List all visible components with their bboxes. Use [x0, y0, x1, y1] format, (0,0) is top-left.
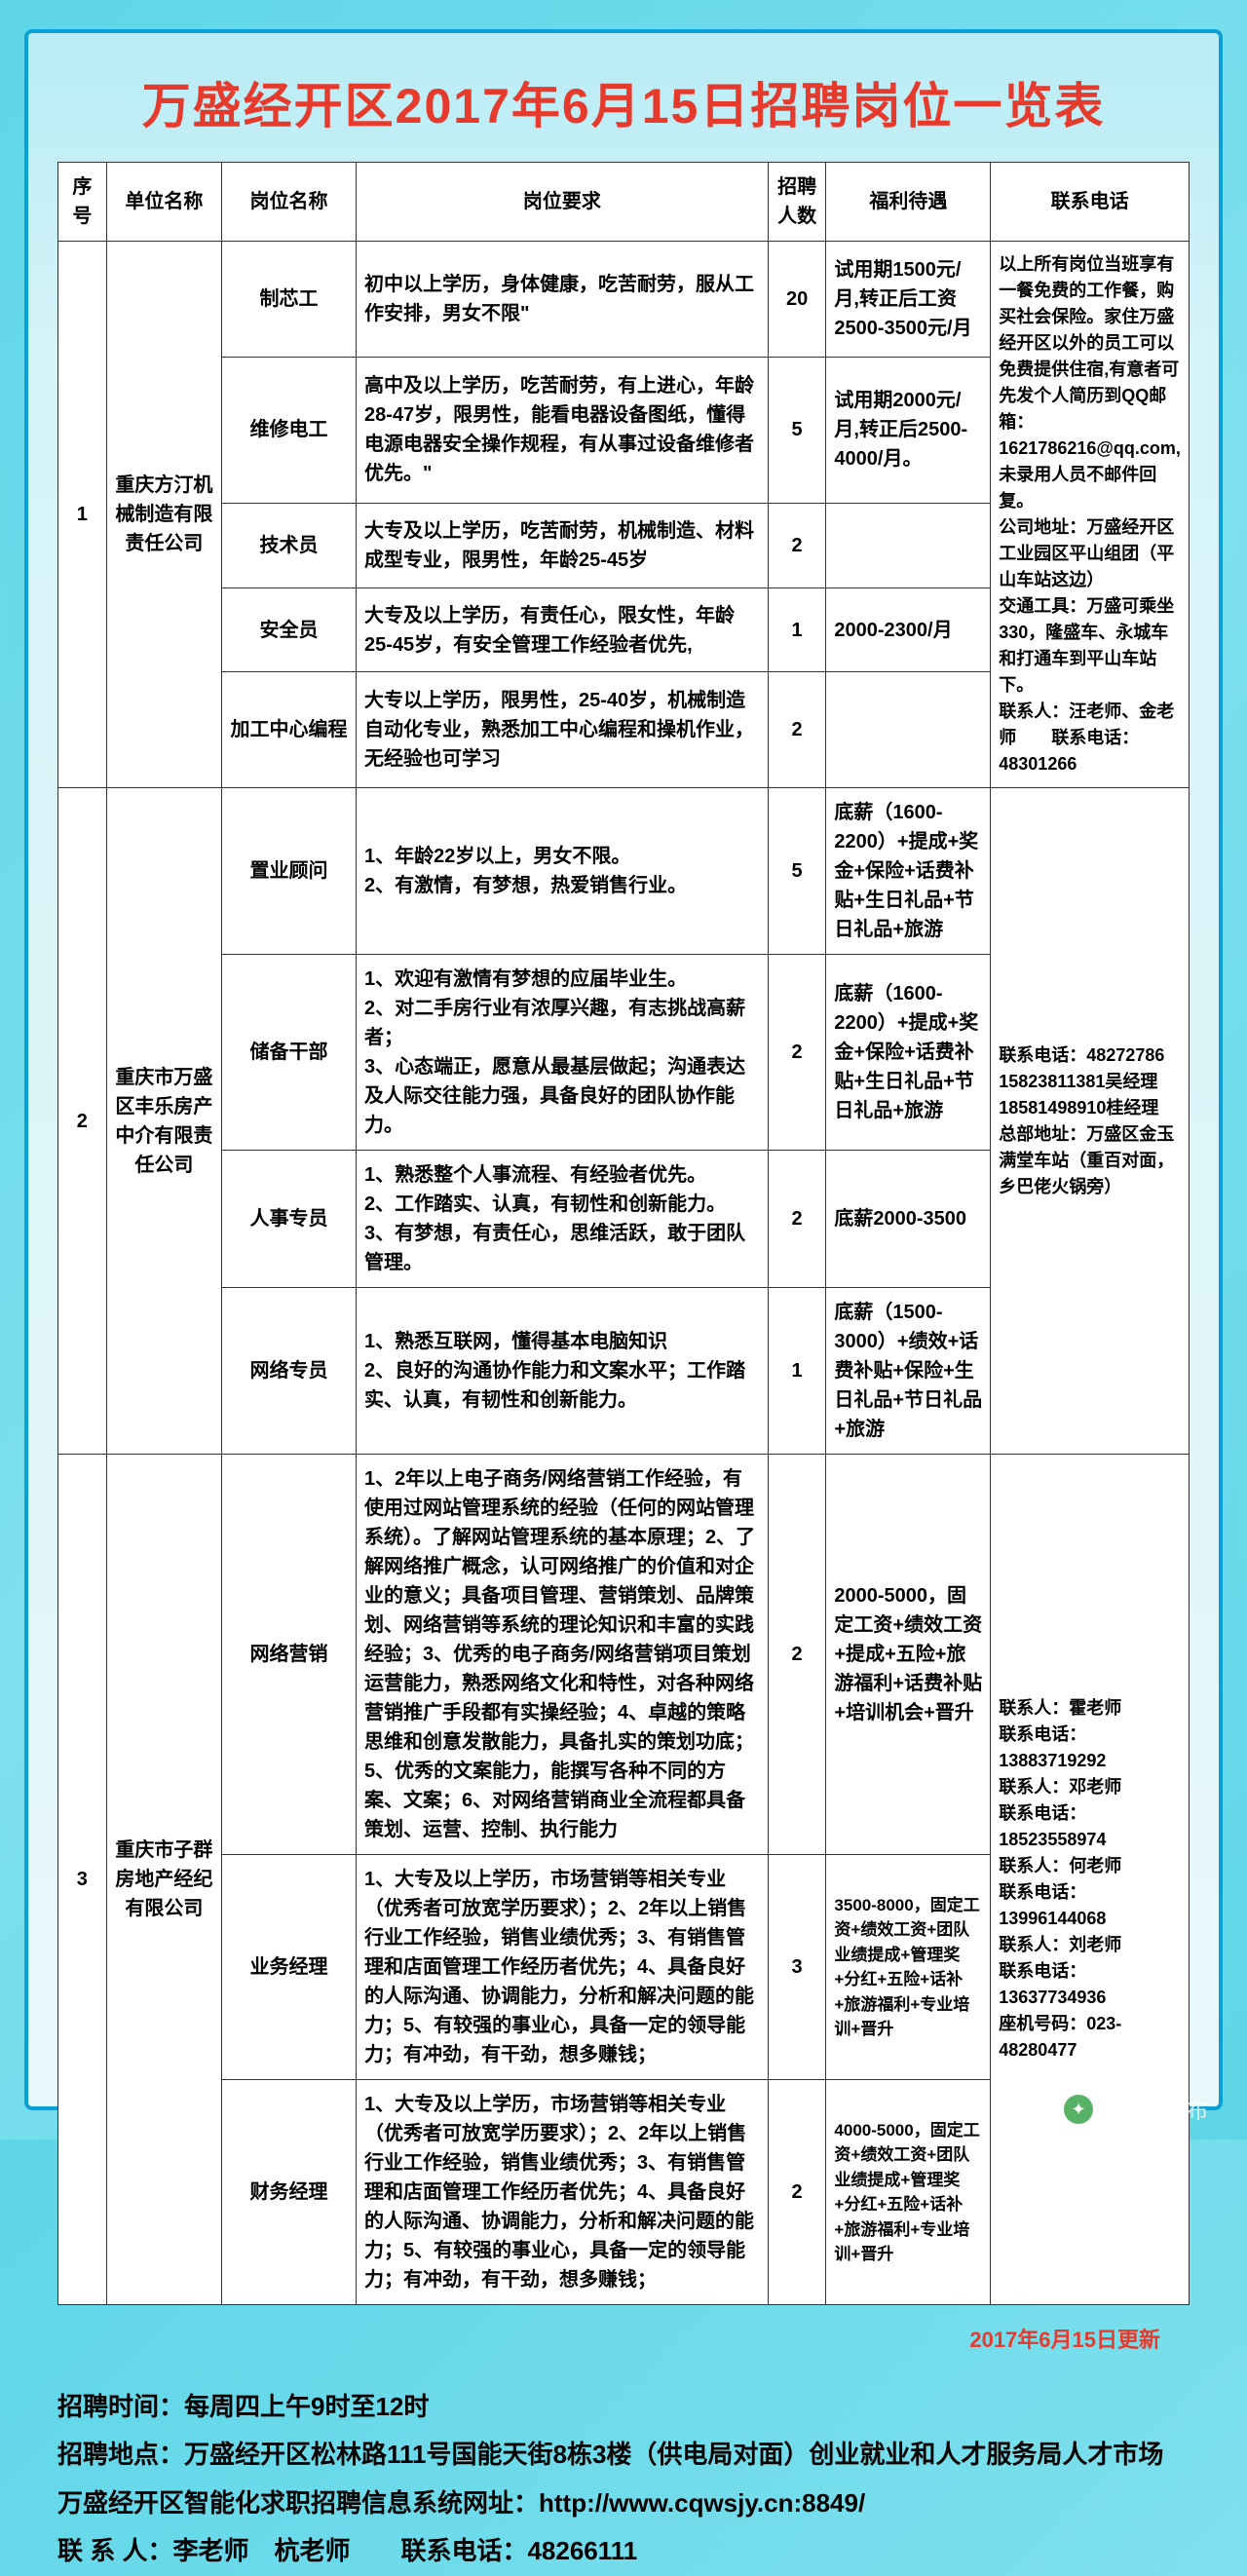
cell-seq: 2 [58, 788, 107, 1455]
cell-benefit: 试用期1500元/月,转正后工资2500-3500元/月 [826, 242, 991, 358]
th-seq: 序号 [58, 163, 107, 242]
cell-requirement: 1、年龄22岁以上，男女不限。 2、有激情，有梦想，热爱销售行业。 [357, 788, 769, 955]
cell-benefit: 底薪（1500-3000）+绩效+话费补贴+保险+生日礼品+节日礼品+旅游 [826, 1288, 991, 1455]
cell-count: 20 [768, 242, 826, 358]
cell-position: 财务经理 [222, 2080, 357, 2305]
update-note: 2017年6月15日更新 [57, 2323, 1160, 2354]
cell-contact: 以上所有岗位当班享有一餐免费的工作餐，购买社会保险。家住万盛经开区以外的员工可以… [991, 242, 1190, 788]
table-row: 1重庆方汀机械制造有限责任公司制芯工初中以上学历，身体健康，吃苦耐劳，服从工作安… [58, 242, 1190, 358]
cell-seq: 1 [58, 242, 107, 788]
cell-position: 业务经理 [222, 1855, 357, 2080]
footer-line: 招聘时间：每周四上午9时至12时 [57, 2383, 1190, 2431]
footer-block: 招聘时间：每周四上午9时至12时 招聘地点：万盛经开区松林路111号国能天街8栋… [57, 2383, 1190, 2576]
cell-benefit: 3500-8000，固定工资+绩效工资+团队业绩提成+管理奖+分红+五险+话补+… [826, 1855, 991, 2080]
cell-position: 人事专员 [222, 1151, 357, 1288]
cell-position: 网络营销 [222, 1455, 357, 1855]
th-benefit: 福利待遇 [826, 163, 991, 242]
poster-frame: 万盛经开区2017年6月15日招聘岗位一览表 序号 单位名称 岗位名称 岗位要求… [24, 29, 1223, 2110]
cell-requirement: 1、2年以上电子商务/网络营销工作经验，有使用过网站管理系统的经验（任何的网站管… [357, 1455, 769, 1855]
cell-company: 重庆市万盛区丰乐房产中介有限责任公司 [106, 788, 221, 1455]
cell-benefit: 试用期2000元/月,转正后2500-4000/月。 [826, 357, 991, 504]
cell-benefit [826, 504, 991, 588]
cell-count: 2 [768, 2080, 826, 2305]
table-row: 3重庆市子群房地产经纪有限公司网络营销1、2年以上电子商务/网络营销工作经验，有… [58, 1455, 1190, 1855]
table-body: 1重庆方汀机械制造有限责任公司制芯工初中以上学历，身体健康，吃苦耐劳，服从工作安… [58, 242, 1190, 2305]
cell-benefit: 4000-5000，固定工资+绩效工资+团队业绩提成+管理奖+分红+五险+话补+… [826, 2080, 991, 2305]
page-title: 万盛经开区2017年6月15日招聘岗位一览表 [57, 67, 1190, 137]
footer-line: 招聘地点：万盛经开区松林路111号国能天街8栋3楼（供电局对面）创业就业和人才服… [57, 2431, 1190, 2479]
th-contact: 联系电话 [991, 163, 1190, 242]
th-company: 单位名称 [106, 163, 221, 242]
header-row: 序号 单位名称 岗位名称 岗位要求 招聘人数 福利待遇 联系电话 [58, 163, 1190, 242]
cell-requirement: 1、大专及以上学历，市场营销等相关专业（优秀者可放宽学历要求）；2、2年以上销售… [357, 1855, 769, 2080]
footer-line: 联 系 人：李老师 杭老师 联系电话：48266111 [57, 2527, 1190, 2575]
cell-requirement: 大专及以上学历，吃苦耐劳，机械制造、材料成型专业，限男性，年龄25-45岁 [357, 504, 769, 588]
cell-position: 加工中心编程 [222, 672, 357, 788]
cell-benefit [826, 672, 991, 788]
cell-company: 重庆市子群房地产经纪有限公司 [106, 1455, 221, 2305]
table-row: 2重庆市万盛区丰乐房产中介有限责任公司置业顾问1、年龄22岁以上，男女不限。 2… [58, 788, 1190, 955]
th-requirement: 岗位要求 [357, 163, 769, 242]
cell-contact: 联系电话：48272786 15823811381吴经理 18581498910… [991, 788, 1190, 1455]
cell-count: 1 [768, 587, 826, 672]
cell-count: 2 [768, 955, 826, 1151]
cell-requirement: 初中以上学历，身体健康，吃苦耐劳，服从工作安排，男女不限" [357, 242, 769, 358]
cell-requirement: 1、熟悉整个人事流程、有经验者优先。 2、工作踏实、认真，有韧性和创新能力。 3… [357, 1151, 769, 1288]
cell-benefit: 底薪（1600-2200）+提成+奖金+保险+话费补贴+生日礼品+节日礼品+旅游 [826, 955, 991, 1151]
cell-benefit: 底薪2000-3500 [826, 1151, 991, 1288]
cell-requirement: 大专以上学历，限男性，25-40岁，机械制造自动化专业，熟悉加工中心编程和操机作… [357, 672, 769, 788]
cell-requirement: 高中及以上学历，吃苦耐劳，有上进心，年龄28-47岁，限男性，能看电器设备图纸，… [357, 357, 769, 504]
job-table: 序号 单位名称 岗位名称 岗位要求 招聘人数 福利待遇 联系电话 1重庆方汀机械… [57, 162, 1190, 2305]
cell-position: 技术员 [222, 504, 357, 588]
cell-count: 5 [768, 788, 826, 955]
cell-position: 制芯工 [222, 242, 357, 358]
cell-benefit: 2000-2300/月 [826, 587, 991, 672]
cell-count: 2 [768, 1151, 826, 1288]
footer-line: 万盛经开区智能化求职招聘信息系统网址：http://www.cqwsjy.cn:… [57, 2480, 1190, 2527]
cell-count: 2 [768, 504, 826, 588]
cell-requirement: 1、大专及以上学历，市场营销等相关专业（优秀者可放宽学历要求）；2、2年以上销售… [357, 2080, 769, 2305]
cell-company: 重庆方汀机械制造有限责任公司 [106, 242, 221, 788]
watermark: ✦ 万盛微发布 [1064, 2094, 1208, 2125]
cell-position: 安全员 [222, 587, 357, 672]
cell-benefit: 2000-5000，固定工资+绩效工资+提成+五险+旅游福利+话费补贴+培训机会… [826, 1455, 991, 1855]
th-count: 招聘人数 [768, 163, 826, 242]
cell-count: 2 [768, 672, 826, 788]
cell-count: 2 [768, 1455, 826, 1855]
wechat-icon: ✦ [1064, 2095, 1093, 2124]
cell-position: 置业顾问 [222, 788, 357, 955]
cell-seq: 3 [58, 1455, 107, 2305]
cell-requirement: 1、欢迎有激情有梦想的应届毕业生。 2、对二手房行业有浓厚兴趣，有志挑战高薪者；… [357, 955, 769, 1151]
cell-benefit: 底薪（1600-2200）+提成+奖金+保险+话费补贴+生日礼品+节日礼品+旅游 [826, 788, 991, 955]
cell-contact: 联系人：霍老师 联系电话：13883719292 联系人：邓老师 联系电话：18… [991, 1455, 1190, 2305]
cell-requirement: 大专及以上学历，有责任心，限女性，年龄25-45岁，有安全管理工作经验者优先, [357, 587, 769, 672]
cell-requirement: 1、熟悉互联网，懂得基本电脑知识 2、良好的沟通协作能力和文案水平；工作踏实、认… [357, 1288, 769, 1455]
cell-count: 1 [768, 1288, 826, 1455]
cell-position: 储备干部 [222, 955, 357, 1151]
cell-count: 5 [768, 357, 826, 504]
watermark-text: 万盛微发布 [1101, 2094, 1208, 2125]
th-position: 岗位名称 [222, 163, 357, 242]
cell-position: 维修电工 [222, 357, 357, 504]
cell-count: 3 [768, 1855, 826, 2080]
cell-position: 网络专员 [222, 1288, 357, 1455]
